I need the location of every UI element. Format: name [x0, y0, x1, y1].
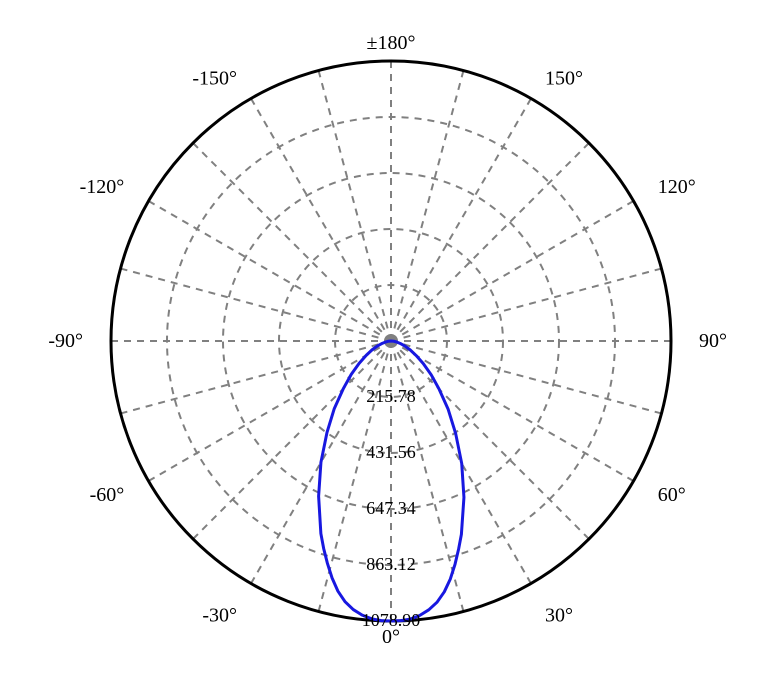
angle-label: -60° — [90, 484, 125, 506]
angle-label: ±180° — [367, 32, 416, 54]
radial-tick-label: 647.34 — [366, 498, 416, 518]
angle-label: -150° — [192, 67, 237, 89]
radial-tick-label: 863.12 — [366, 554, 416, 574]
polar-chart-container: 215.78431.56647.34863.121078.90±180°150°… — [0, 0, 782, 683]
angle-label: -90° — [48, 330, 83, 352]
polar-chart-svg: 215.78431.56647.34863.121078.90±180°150°… — [0, 0, 782, 683]
angle-label: 90° — [699, 330, 727, 352]
radial-tick-label: 431.56 — [366, 442, 416, 462]
angle-label: 150° — [545, 67, 583, 89]
radial-tick-label: 215.78 — [366, 386, 416, 406]
angle-label: 30° — [545, 605, 573, 627]
angle-label: 0° — [382, 626, 400, 648]
angle-label: 120° — [658, 176, 696, 198]
angle-label: -30° — [202, 605, 237, 627]
angle-label: -120° — [80, 176, 125, 198]
angle-label: 60° — [658, 484, 686, 506]
